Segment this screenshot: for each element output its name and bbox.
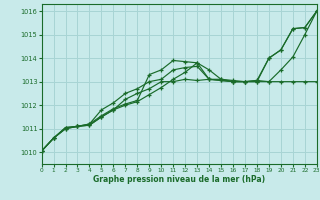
- X-axis label: Graphe pression niveau de la mer (hPa): Graphe pression niveau de la mer (hPa): [93, 175, 265, 184]
